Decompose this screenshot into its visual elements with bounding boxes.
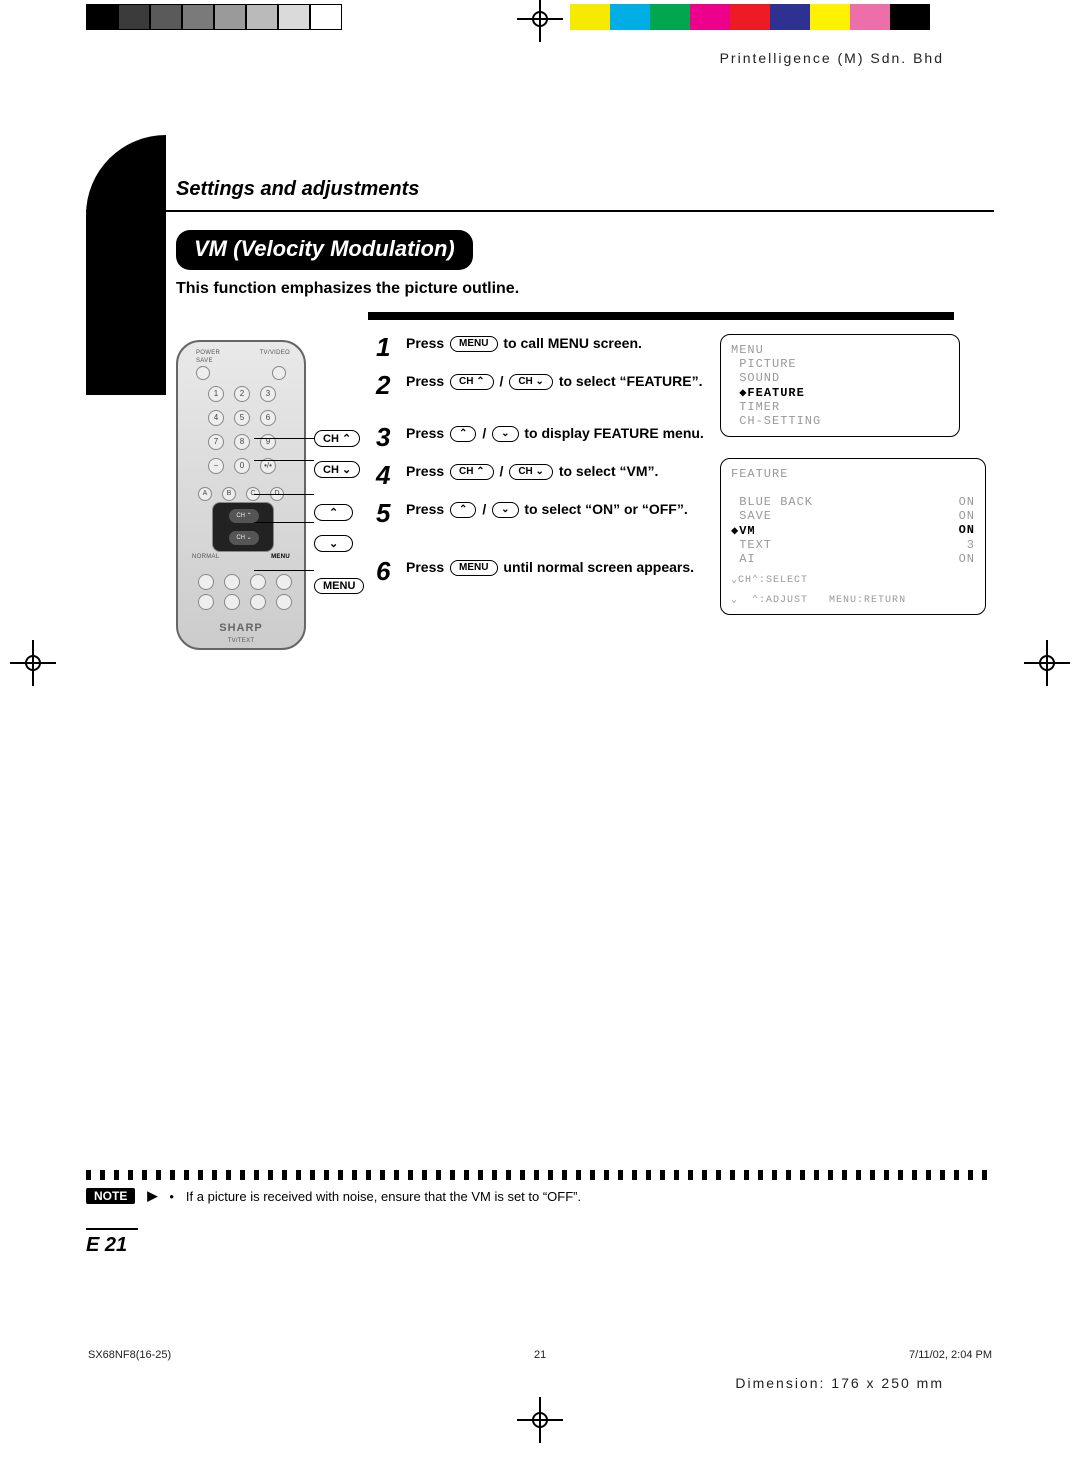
footer-strip: SX68NF8(16-25) 21 7/11/02, 2:04 PM: [86, 1349, 994, 1361]
remote-tvvideo-button: [272, 366, 286, 380]
leader-line: [254, 438, 314, 439]
remote-bottom-row2: [198, 594, 292, 610]
colorbar-rainbow: [570, 4, 930, 30]
registration-mark-right: [1034, 650, 1060, 676]
footer-dimension: Dimension: 176 x 250 mm: [735, 1375, 944, 1391]
header-company: Printelligence (M) Sdn. Bhd: [720, 50, 944, 66]
registration-mark-bottom: [527, 1407, 553, 1433]
remote-label-save: SAVE: [196, 358, 213, 364]
footer-page: 21: [534, 1349, 546, 1361]
body-thick-rule: [368, 312, 954, 320]
footer-timestamp: 7/11/02, 2:04 PM: [909, 1349, 992, 1361]
dotted-separator: [86, 1170, 994, 1180]
note-row: NOTE ▶ • If a picture is received with n…: [86, 1188, 994, 1204]
note-badge: NOTE: [86, 1188, 135, 1204]
remote-label-power: POWER: [196, 350, 220, 356]
leader-line: [254, 522, 314, 523]
page-title: VM (Velocity Modulation): [176, 230, 473, 270]
note-arrow-icon: ▶: [147, 1188, 157, 1204]
remote-callouts: CH ⌃CH ⌄⌃⌄MENU: [314, 430, 364, 608]
section-heading: Settings and adjustments: [176, 178, 419, 201]
leader-line: [254, 494, 314, 495]
page-subtitle: This function emphasizes the picture out…: [176, 280, 519, 298]
remote-power-button: [196, 366, 210, 380]
remote-label-normal: NORMAL: [192, 554, 219, 560]
instruction-steps: 1Press MENU to call MENU screen.2Press C…: [376, 332, 706, 594]
horizontal-rule: [86, 210, 994, 212]
remote-bottom-row1: [198, 574, 292, 590]
registration-mark-top: [527, 6, 553, 32]
section-black-tab: [86, 135, 166, 395]
remote-ch-down: CH ⌄: [229, 531, 259, 545]
leader-line: [254, 570, 314, 571]
remote-dpad: CH ⌃ CH ⌄: [212, 502, 274, 552]
footer-file: SX68NF8(16-25): [88, 1349, 171, 1361]
remote-subtext: TV/TEXT: [178, 638, 304, 644]
osd-menu-feature: FEATURE BLUE BACKON SAVEON◆VMON TEXT3 AI…: [720, 458, 986, 615]
page-container: Printelligence (M) Sdn. Bhd Settings and…: [86, 40, 994, 1403]
note-bullet: •: [169, 1189, 174, 1204]
page-number: E 21: [86, 1228, 138, 1257]
note-text: If a picture is received with noise, ens…: [186, 1189, 581, 1204]
remote-illustration: POWER SAVE TV/VIDEO 123456789−0•/• ABCD …: [176, 340, 306, 650]
remote-label-menu: MENU: [271, 554, 290, 560]
leader-line: [254, 460, 314, 461]
remote-brand: SHARP: [178, 622, 304, 634]
osd-menu-main: MENU PICTURE SOUND ◆FEATURE TIMER CH-SET…: [720, 334, 960, 437]
remote-ch-up: CH ⌃: [229, 509, 259, 523]
colorbar-grayscale: [86, 4, 342, 30]
registration-mark-left: [20, 650, 46, 676]
remote-label-tvvideo: TV/VIDEO: [260, 350, 290, 356]
